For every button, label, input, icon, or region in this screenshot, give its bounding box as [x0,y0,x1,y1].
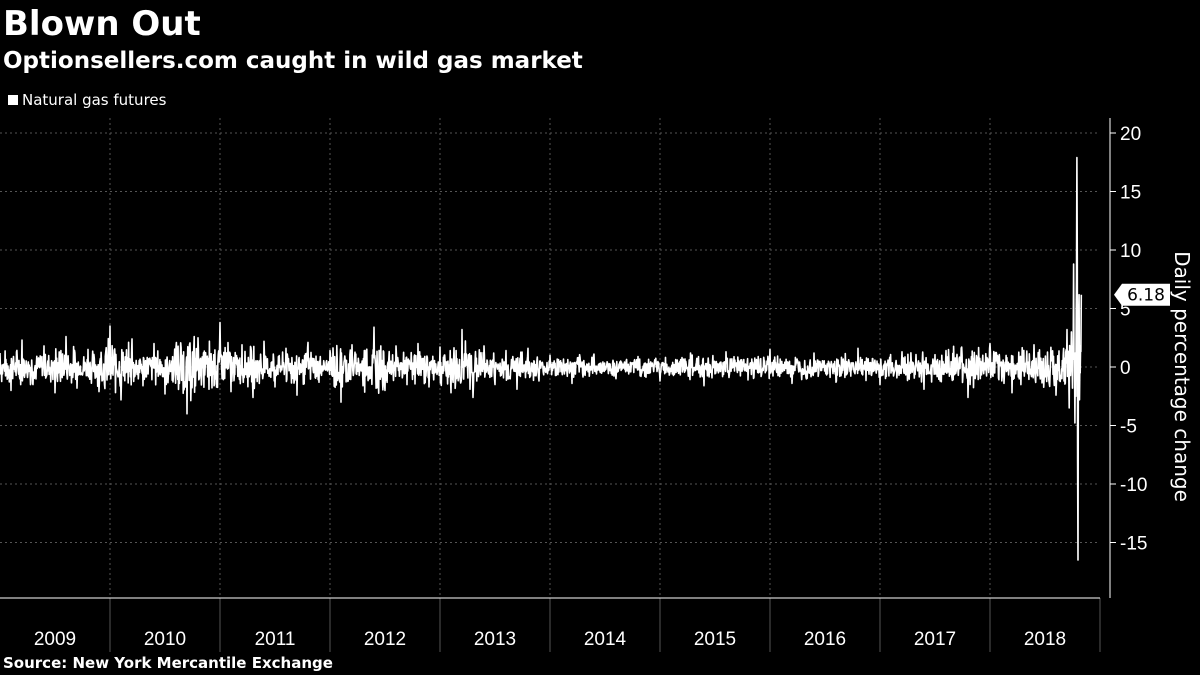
legend-swatch [8,95,18,105]
x-tick-label: 2013 [474,629,516,650]
y-axis-label: Daily percentage change [1170,251,1194,502]
y-tick-label: -15 [1120,534,1147,555]
legend: Natural gas futures [8,90,166,110]
x-tick-label: 2011 [255,629,296,650]
series-line-0 [0,156,1083,561]
chart-subtitle: Optionsellers.com caught in wild gas mar… [3,48,583,74]
y-tick-label: 15 [1120,183,1141,204]
x-tick-label: 2010 [144,629,186,650]
legend-label: Natural gas futures [22,91,167,109]
series-layer [0,156,1083,561]
y-tick-label: 10 [1120,241,1141,262]
x-tick-label: 2018 [1024,629,1066,650]
last-value-callout [1114,283,1170,306]
x-tick-label: 2017 [914,629,956,650]
y-tick-label: 20 [1120,124,1141,145]
source-note: Source: New York Mercantile Exchange [3,654,333,672]
y-tick-label: 0 [1120,358,1131,379]
x-tick-label: 2016 [804,629,846,650]
x-tick-label: 2009 [34,629,76,650]
x-tick-label: 2015 [694,629,736,650]
x-tick-label: 2014 [584,629,627,650]
y-tick-label: -5 [1120,417,1137,438]
y-tick-label: -10 [1120,475,1147,496]
x-tick-label: 2012 [364,629,406,650]
last-value-label: 6.18 [1127,286,1165,306]
chart-title: Blown Out [3,4,201,44]
y-tick-label: 5 [1120,300,1131,321]
